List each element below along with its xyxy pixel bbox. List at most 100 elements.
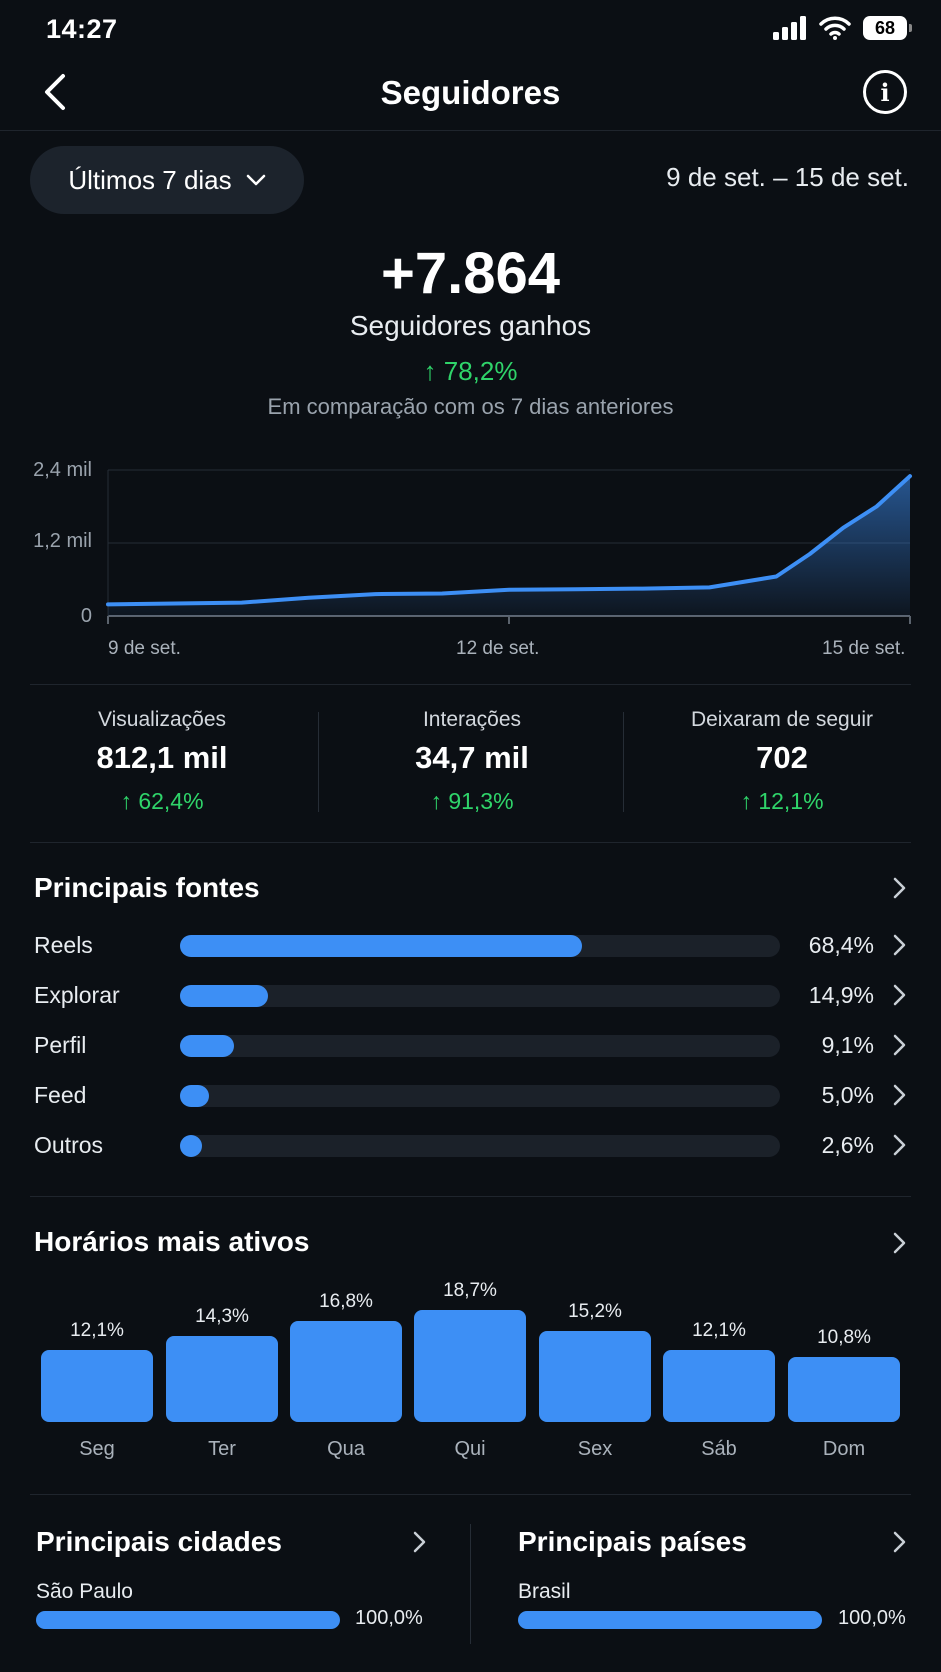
active-hours-bar	[41, 1350, 153, 1422]
source-bar-fill	[180, 1085, 209, 1107]
chevron-right-icon	[413, 1531, 426, 1553]
divider	[30, 842, 911, 843]
wifi-icon	[819, 16, 851, 40]
source-row-chevron	[888, 1034, 910, 1056]
active-hours-day: Qui	[454, 1438, 486, 1460]
x-tick-label: 9 de set.	[108, 638, 181, 659]
source-bar-fill	[180, 985, 268, 1007]
section-title-countries: Principais países	[518, 1526, 747, 1557]
source-bar-fill	[180, 1035, 234, 1057]
location-divider	[470, 1524, 471, 1644]
status-icons: 68	[773, 16, 912, 40]
metric-change: ↑ 62,4%	[120, 788, 204, 814]
chevron-down-icon	[246, 174, 265, 186]
active-hours-bar	[290, 1321, 402, 1422]
metric-value: 812,1 mil	[96, 740, 228, 775]
source-row[interactable]: Outros 2,6%	[34, 1126, 910, 1166]
source-row[interactable]: Reels 68,4%	[34, 926, 910, 966]
section-title-sources: Principais fontes	[34, 872, 260, 903]
source-row[interactable]: Explorar 14,9%	[34, 976, 910, 1016]
metric-divider	[318, 712, 319, 812]
active-hours-value: 15,2%	[568, 1301, 622, 1322]
active-hours-more-button[interactable]	[888, 1232, 910, 1254]
chevron-right-icon	[893, 877, 906, 899]
info-button[interactable]: i	[863, 70, 907, 114]
active-hours-bar	[788, 1357, 900, 1422]
source-label: Perfil	[34, 1032, 87, 1058]
divider	[30, 1494, 911, 1495]
active-hours-day: Dom	[822, 1438, 866, 1460]
active-hours-day: Qua	[327, 1438, 365, 1460]
divider	[30, 1196, 911, 1197]
source-row-chevron	[888, 984, 910, 1006]
active-hours-day: Ter	[208, 1438, 236, 1460]
comparison-note: Em comparação com os 7 dias anteriores	[267, 394, 674, 419]
chevron-right-icon	[893, 1034, 906, 1056]
active-hours-value: 12,1%	[70, 1320, 124, 1341]
country-bar	[518, 1611, 822, 1629]
source-row[interactable]: Feed 5,0%	[34, 1076, 910, 1116]
city-name: São Paulo	[36, 1580, 133, 1603]
source-row-chevron	[888, 1084, 910, 1106]
metric-unfollows[interactable]: Deixaram de seguir 702 ↑ 12,1%	[652, 708, 912, 815]
country-name: Brasil	[518, 1580, 571, 1603]
chevron-right-icon	[893, 1531, 906, 1553]
followers-gained-value: +7.864	[380, 241, 560, 306]
chart-area-fill	[108, 476, 910, 616]
active-hours-value: 16,8%	[319, 1291, 373, 1312]
metric-label: Deixaram de seguir	[690, 708, 874, 731]
chevron-right-icon	[893, 1232, 906, 1254]
y-tick-label: 2,4 mil	[33, 459, 92, 481]
date-range-dropdown[interactable]: Últimos 7 dias	[30, 146, 304, 214]
active-hours-day: Seg	[79, 1438, 115, 1460]
active-hours-day: Sex	[577, 1438, 613, 1460]
metric-label: Interações	[422, 708, 522, 731]
active-hours-value: 18,7%	[443, 1280, 497, 1301]
section-title-active-hours: Horários mais ativos	[34, 1226, 310, 1257]
metric-change: ↑ 91,3%	[430, 788, 514, 814]
source-bar-fill	[180, 935, 582, 957]
cities-more-button[interactable]	[408, 1531, 430, 1553]
metric-interactions[interactable]: Interações 34,7 mil ↑ 91,3%	[342, 708, 602, 815]
active-hours-bar	[414, 1310, 526, 1422]
page-title: Seguidores	[380, 74, 561, 111]
source-row-chevron	[888, 934, 910, 956]
city-value: 100,0%	[355, 1607, 423, 1629]
chevron-left-icon	[45, 74, 65, 110]
country-value: 100,0%	[838, 1607, 906, 1629]
followers-gained-change: ↑ 78,2%	[423, 356, 518, 386]
source-bar-track	[180, 1135, 780, 1157]
countries-more-button[interactable]	[888, 1531, 910, 1553]
sources-more-button[interactable]	[888, 877, 910, 899]
source-value: 14,9%	[808, 982, 874, 1008]
active-hours-bar	[166, 1336, 278, 1422]
active-hours-value: 14,3%	[195, 1306, 249, 1327]
x-tick-label: 15 de set.	[822, 638, 906, 659]
date-range-dropdown-label: Últimos 7 dias	[68, 164, 232, 195]
source-bar-fill	[180, 1135, 202, 1157]
source-bar-track	[180, 1085, 780, 1107]
source-bar-track	[180, 1035, 780, 1057]
source-value: 9,1%	[821, 1032, 874, 1058]
metric-views[interactable]: Visualizações 812,1 mil ↑ 62,4%	[32, 708, 292, 815]
info-icon: i	[880, 77, 890, 107]
header-divider	[0, 130, 941, 131]
active-hours-day: Sáb	[701, 1438, 737, 1460]
status-time: 14:27	[46, 14, 118, 44]
source-value: 68,4%	[808, 932, 874, 958]
active-hours-bar	[539, 1331, 651, 1422]
divider	[30, 684, 911, 685]
chevron-right-icon	[893, 1134, 906, 1156]
section-title-cities: Principais cidades	[36, 1526, 282, 1557]
battery-indicator: 68	[863, 16, 912, 40]
source-row[interactable]: Perfil 9,1%	[34, 1026, 910, 1066]
metric-change: ↑ 12,1%	[740, 788, 824, 814]
city-bar	[36, 1611, 340, 1629]
back-button[interactable]	[34, 70, 74, 114]
y-tick-label: 1,2 mil	[33, 530, 92, 552]
active-hours-value: 12,1%	[692, 1320, 746, 1341]
chevron-right-icon	[893, 1084, 906, 1106]
source-label: Feed	[34, 1082, 87, 1108]
source-label: Reels	[34, 932, 93, 958]
source-label: Explorar	[34, 982, 120, 1008]
